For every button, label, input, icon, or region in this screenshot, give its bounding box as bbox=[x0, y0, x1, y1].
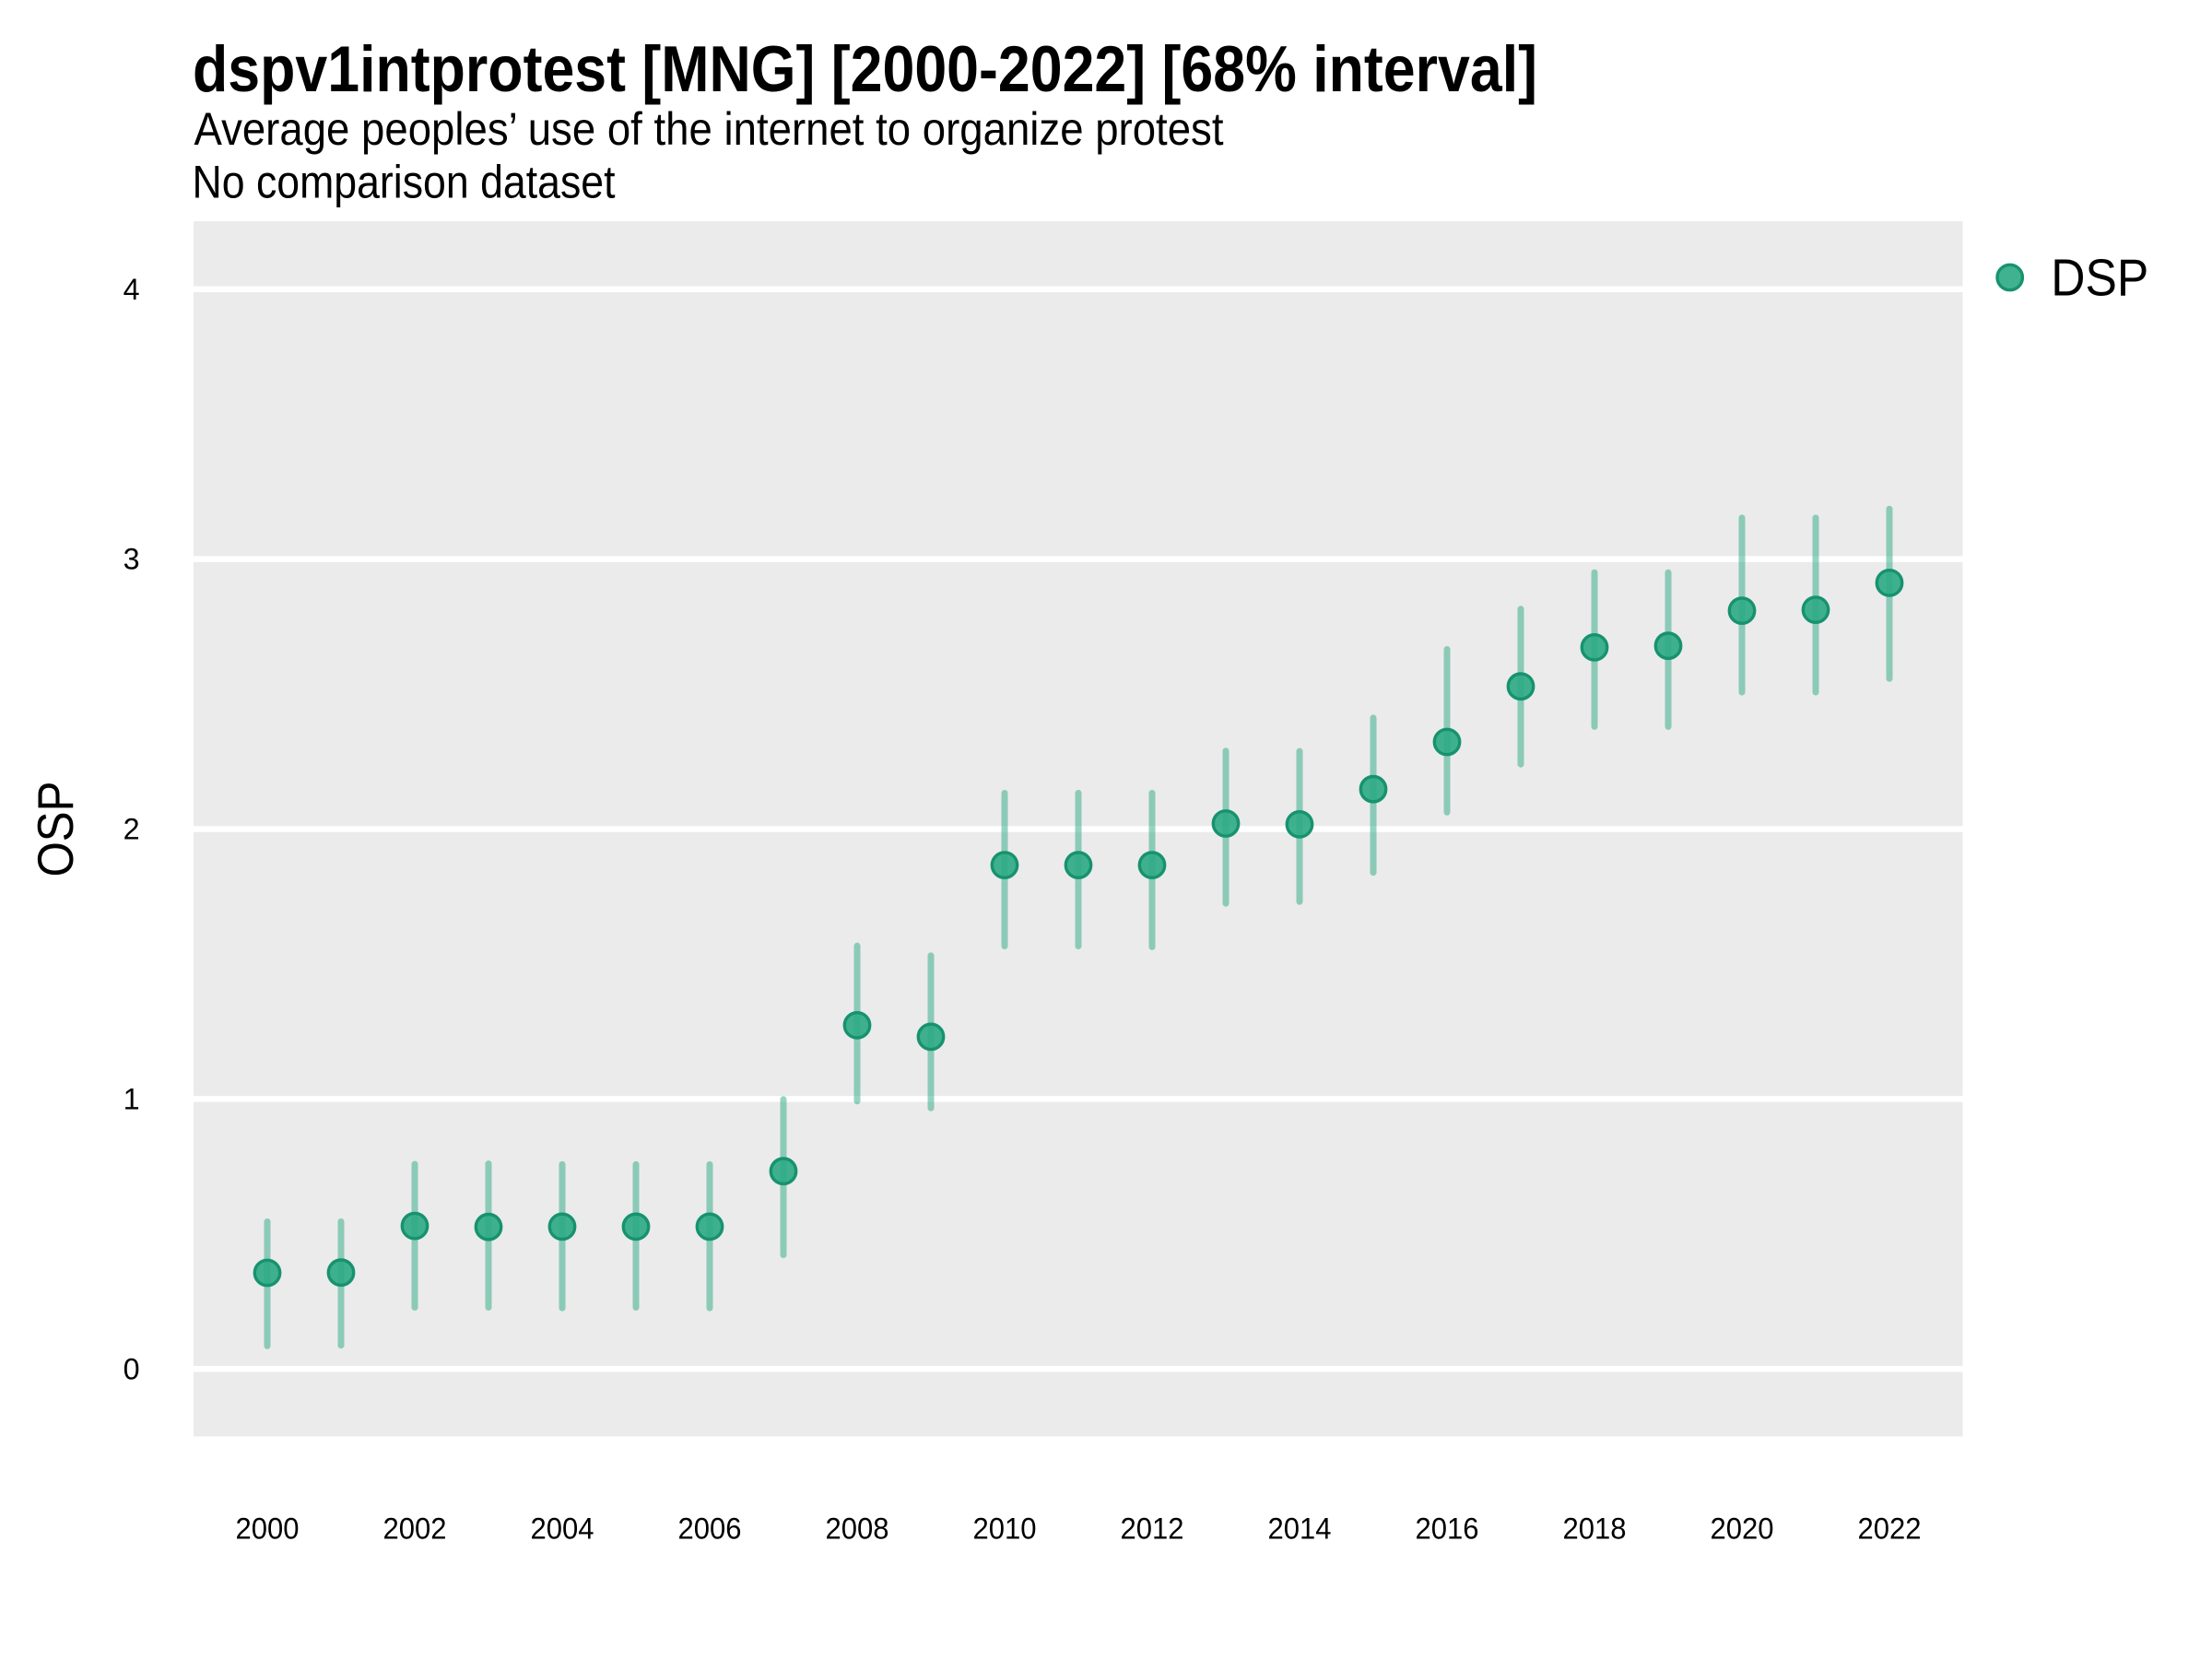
svg-text:1: 1 bbox=[124, 1083, 140, 1116]
svg-text:No comparison dataset: No comparison dataset bbox=[193, 157, 616, 208]
svg-text:OSP: OSP bbox=[27, 782, 84, 877]
svg-text:2006: 2006 bbox=[678, 1512, 742, 1545]
svg-text:4: 4 bbox=[124, 273, 140, 306]
svg-text:DSP: DSP bbox=[2051, 249, 2148, 308]
svg-text:2018: 2018 bbox=[1563, 1512, 1627, 1545]
svg-text:2020: 2020 bbox=[1711, 1512, 1774, 1545]
svg-text:3: 3 bbox=[124, 543, 140, 576]
svg-text:2014: 2014 bbox=[1268, 1512, 1332, 1545]
svg-text:2: 2 bbox=[124, 813, 140, 846]
svg-text:2022: 2022 bbox=[1858, 1512, 1922, 1545]
svg-text:Average peoples’ use of the in: Average peoples’ use of the internet to … bbox=[194, 103, 1224, 155]
svg-text:2004: 2004 bbox=[531, 1512, 594, 1545]
svg-text:0: 0 bbox=[124, 1352, 140, 1385]
svg-text:2000: 2000 bbox=[236, 1512, 300, 1545]
svg-text:2012: 2012 bbox=[1121, 1512, 1184, 1545]
svg-text:dspv1intprotest [MNG] [2000-20: dspv1intprotest [MNG] [2000-2022] [68% i… bbox=[193, 32, 1537, 105]
svg-text:2016: 2016 bbox=[1416, 1512, 1479, 1545]
svg-text:2002: 2002 bbox=[383, 1512, 447, 1545]
svg-text:2008: 2008 bbox=[826, 1512, 889, 1545]
svg-text:2010: 2010 bbox=[973, 1512, 1037, 1545]
